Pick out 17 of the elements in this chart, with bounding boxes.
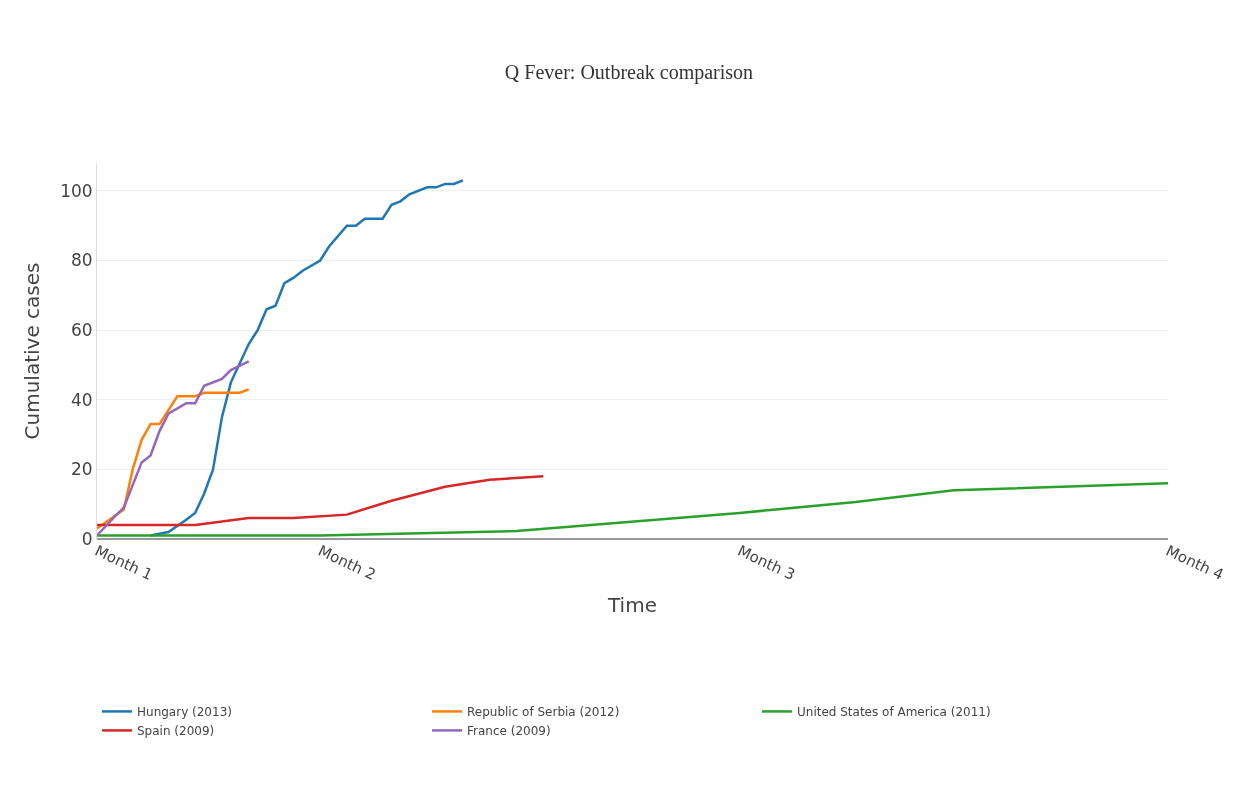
chart-title: Q Fever: Outbreak comparison [504,60,754,84]
y-tick-label: 60 [70,320,93,341]
legend-label: Republic of Serbia (2012) [467,705,620,720]
y-tick-label: 20 [70,459,93,480]
y-axis-title: Cumulative cases [19,262,44,440]
y-tick-label: 0 [81,528,93,549]
line-series [97,482,1168,537]
line-series [97,360,250,537]
legend-label: Hungary (2013) [137,705,232,720]
x-axis-title: Time [607,593,657,618]
y-tick-label: 100 [60,180,93,201]
legend-label: Spain (2009) [137,724,215,739]
legend-label: France (2009) [467,724,551,739]
legend-label: United States of America (2011) [797,705,991,720]
y-tick-label: 40 [70,389,93,410]
line-series [97,475,545,527]
y-tick-label: 80 [70,250,93,271]
